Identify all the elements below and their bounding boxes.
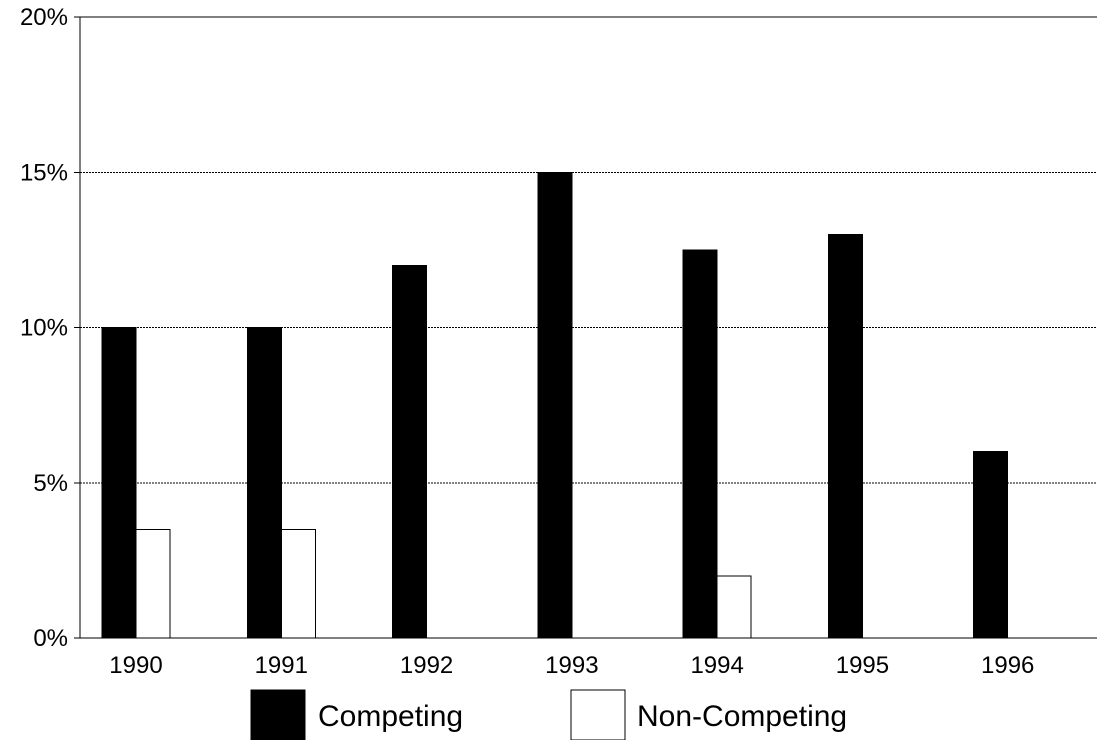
bar-non-competing <box>135 528 171 639</box>
y-tick-label: 10% <box>20 315 68 342</box>
legend-swatch-competing <box>250 689 306 740</box>
bar-non-competing <box>716 575 752 639</box>
x-tick-label: 1996 <box>981 652 1034 679</box>
legend-label-non-competing: Non-Competing <box>637 700 847 733</box>
bars <box>101 171 1009 639</box>
legend: Competing Non-Competing <box>250 689 847 740</box>
legend-swatch-non-competing <box>570 689 626 740</box>
x-tick-labels: 1990 1991 1992 1993 1994 1995 1996 <box>109 652 1034 679</box>
x-tick-label: 1991 <box>255 652 308 679</box>
bar-competing <box>101 327 137 639</box>
y-tick-label: 0% <box>33 625 68 652</box>
axes <box>74 16 1097 639</box>
x-tick-label: 1993 <box>545 652 598 679</box>
x-tick-label: 1994 <box>690 652 743 679</box>
bar-competing <box>827 233 863 639</box>
y-tick-labels: 0% 5% 10% 15% 20% <box>20 4 68 652</box>
bar-competing <box>246 327 282 639</box>
bar-competing <box>537 171 573 639</box>
y-tick-label: 15% <box>20 159 68 186</box>
bar-competing <box>973 451 1009 639</box>
bar-non-competing <box>280 528 316 639</box>
y-tick-label: 20% <box>20 4 68 31</box>
y-tick-label: 5% <box>33 470 68 497</box>
x-tick-label: 1995 <box>836 652 889 679</box>
gridlines <box>80 16 1097 484</box>
legend-label-competing: Competing <box>318 700 463 733</box>
bar-competing <box>392 264 428 639</box>
x-tick-label: 1992 <box>400 652 453 679</box>
x-tick-label: 1990 <box>109 652 162 679</box>
bar-competing <box>682 249 718 639</box>
